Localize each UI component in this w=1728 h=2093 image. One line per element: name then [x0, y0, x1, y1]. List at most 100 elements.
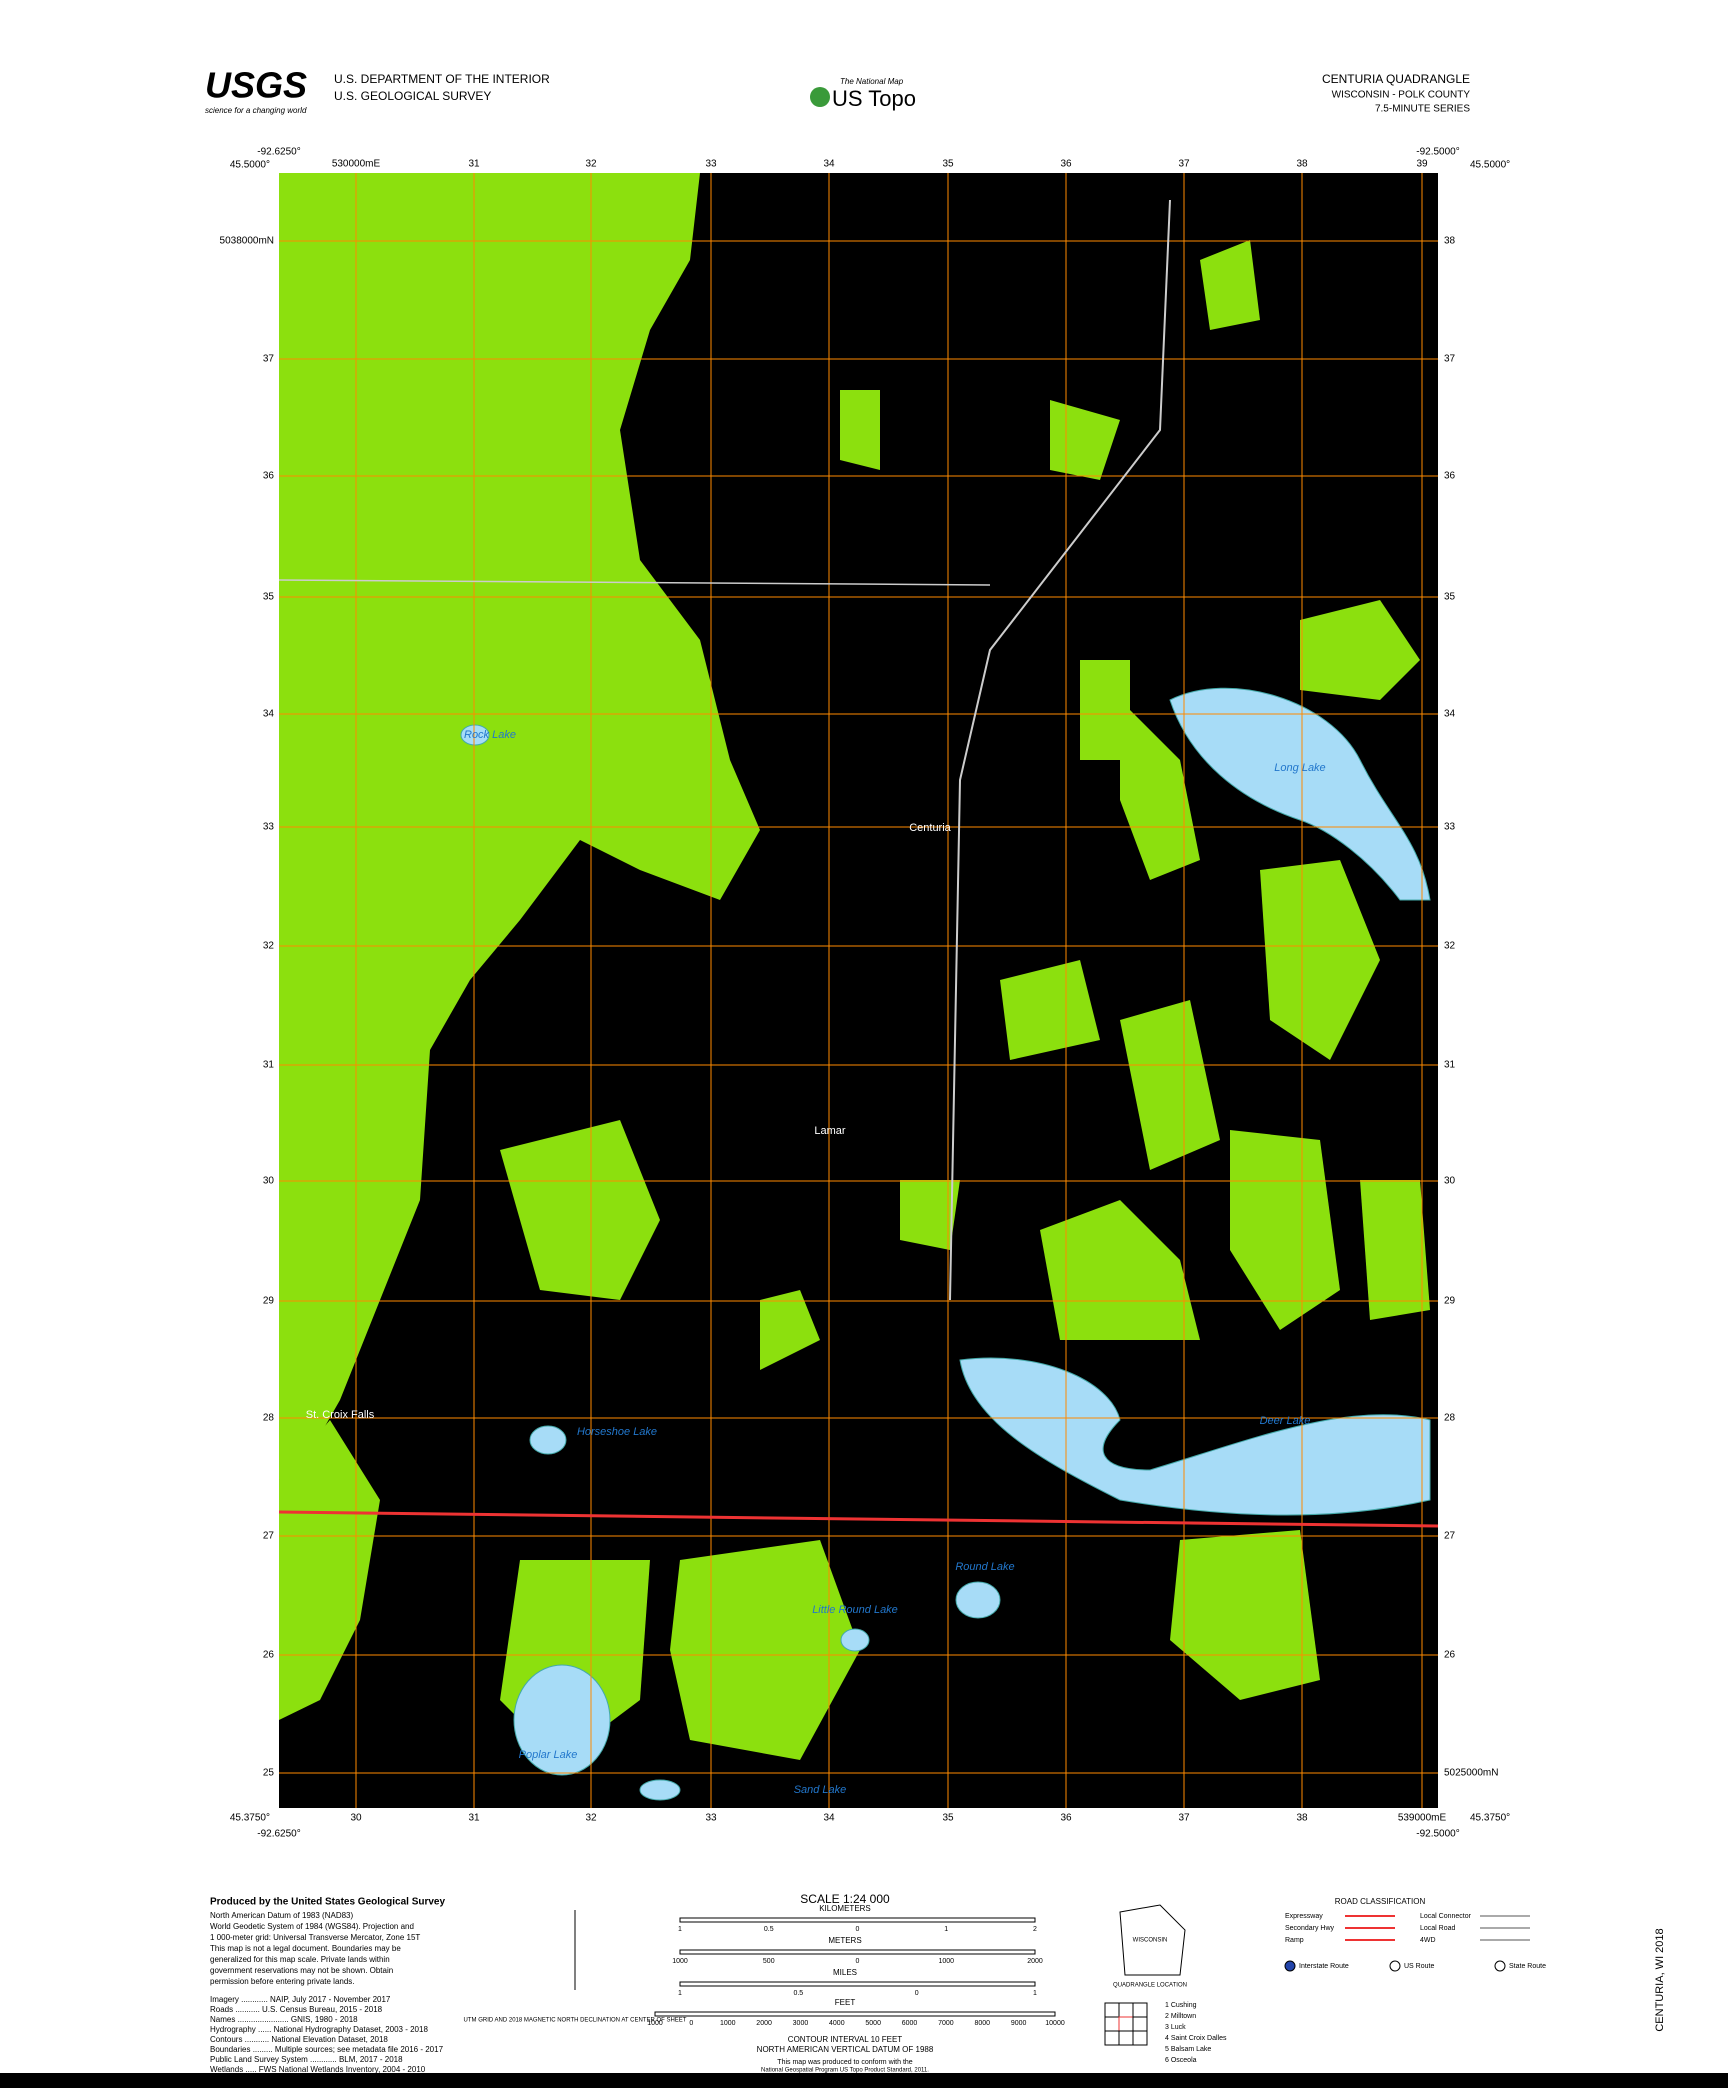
grid-label: 29: [263, 1296, 275, 1307]
place-name: Centuria: [909, 822, 951, 834]
note: permission before entering private lands…: [210, 1977, 355, 1986]
grid-label: 37: [263, 354, 275, 365]
source: Roads ........... U.S. Census Bureau, 20…: [210, 2005, 383, 2014]
grid-label: 31: [263, 1060, 275, 1071]
grid-label: 36: [1060, 1813, 1072, 1824]
us-topo: US Topo: [832, 86, 916, 111]
grid-label: 34: [823, 1813, 835, 1824]
scale-unit: KILOMETERS: [819, 1904, 871, 1913]
vegetation: [1080, 660, 1130, 760]
place-name: Little Round Lake: [812, 1604, 898, 1616]
route-shield: [1494, 1960, 1506, 1972]
lake: [529, 1425, 567, 1455]
usgs-logo: USGS: [205, 65, 307, 106]
place-name: Long Lake: [1274, 762, 1325, 774]
quad-location: WISCONSIN - POLK COUNTY: [1332, 90, 1471, 101]
grid-label: 539000mE: [1398, 1813, 1447, 1824]
grid-label: 35: [263, 592, 275, 603]
place-name: Horseshoe Lake: [577, 1426, 657, 1438]
vegetation: [670, 1540, 860, 1760]
vegetation: [1260, 860, 1380, 1060]
grid-label: 34: [1444, 709, 1456, 720]
scale-tick: 6000: [902, 2020, 918, 2027]
lake: [460, 724, 490, 746]
quad-location-label: QUADRANGLE LOCATION: [1113, 1983, 1187, 1989]
scale-tick: 1000: [938, 1958, 954, 1965]
lake: [1169, 687, 1431, 901]
grid-label: 25: [263, 1768, 275, 1779]
grid-label: 38: [1296, 159, 1308, 170]
note: World Geodetic System of 1984 (WGS84). P…: [210, 1922, 414, 1931]
highway: [278, 1510, 1439, 1528]
scale-unit: MILES: [833, 1968, 857, 1977]
standards: National Geospatial Program US Topo Prod…: [761, 2068, 929, 2074]
grid-label: 5038000mN: [220, 236, 274, 247]
grid-label: 37: [1444, 354, 1456, 365]
road-type: Ramp: [1285, 1937, 1304, 1944]
vegetation: [1230, 1130, 1340, 1330]
grid: [279, 173, 1438, 1808]
vegetation: [900, 1180, 960, 1250]
source: Public Land Survey System ............ B…: [210, 2055, 403, 2064]
bottom-bar: [0, 2073, 1728, 2088]
grid-label: 27: [263, 1531, 275, 1542]
grid-label: 35: [942, 1813, 954, 1824]
vegetation: [1300, 600, 1420, 700]
scale-tick: 0: [856, 1926, 860, 1933]
scale-tick: 2000: [1027, 1958, 1043, 1965]
scale-tick: 1: [944, 1926, 948, 1933]
grid-label: 36: [263, 471, 275, 482]
grid-label: 26: [1444, 1650, 1456, 1661]
standards: This map was produced to conform with th…: [777, 2059, 913, 2066]
producer: Produced by the United States Geological…: [210, 1897, 445, 1908]
adjoining-quad: 3 Luck: [1165, 2024, 1186, 2031]
corner: -92.5000°: [1416, 1829, 1459, 1840]
note: government reservations may not be shown…: [210, 1966, 393, 1975]
grid-label: 34: [823, 159, 835, 170]
source: Imagery ............ NAIP, July 2017 - N…: [210, 1995, 391, 2004]
scale-tick: 3000: [793, 2020, 809, 2027]
grid-label: 38: [1444, 236, 1456, 247]
scale-bar: [679, 1949, 1036, 1955]
grid-label: 32: [1444, 941, 1456, 952]
route-shield: [1284, 1960, 1296, 1972]
scale-tick: 7000: [938, 2020, 954, 2027]
adjoining-quad: 2 Milltown: [1165, 2013, 1196, 2020]
adjoining-quad: 1 Cushing: [1165, 2002, 1197, 2009]
route-type: Interstate Route: [1299, 1963, 1349, 1970]
adjoining-quad: 6 Osceola: [1165, 2057, 1197, 2064]
adjoining-quad: 5 Balsam Lake: [1165, 2046, 1211, 2053]
scale-tick: 0.5: [764, 1926, 774, 1933]
scale-tick: 0: [689, 2020, 693, 2027]
agency: U.S. GEOLOGICAL SURVEY: [334, 89, 491, 103]
scale-tick: 1000: [647, 2020, 663, 2027]
lake: [840, 1628, 870, 1652]
index-cell: [1132, 2030, 1148, 2046]
place-name: Poplar Lake: [519, 1749, 578, 1761]
topo-logo: [810, 87, 830, 107]
lake: [513, 1664, 611, 1776]
grid-label: 32: [585, 159, 597, 170]
grid-label: 30: [350, 1813, 362, 1824]
grid-label: 32: [585, 1813, 597, 1824]
vegetation: [279, 1420, 380, 1720]
scale-bar: [679, 1981, 1036, 1987]
corner: -92.6250°: [257, 1829, 300, 1840]
vegetation: [500, 1120, 660, 1300]
vegetation: [1050, 400, 1120, 480]
place-name: St. Croix Falls: [306, 1409, 375, 1421]
quad-title: CENTURIA QUADRANGLE: [1322, 72, 1470, 86]
vegetation: [1120, 700, 1200, 880]
note: This map is not a legal document. Bounda…: [210, 1944, 401, 1953]
grid-label: 30: [1444, 1176, 1456, 1187]
road: [278, 579, 991, 586]
source: Names ....................... GNIS, 1980…: [210, 2015, 358, 2024]
grid-label: 37: [1178, 159, 1190, 170]
grid-label: 38: [1296, 1813, 1308, 1824]
lake: [639, 1779, 681, 1801]
water: [460, 687, 1431, 1801]
corner: 45.3750°: [1470, 1813, 1510, 1824]
scale-unit: FEET: [835, 1998, 856, 2007]
vegetation: [1360, 1180, 1430, 1320]
grid-label: 35: [1444, 592, 1456, 603]
